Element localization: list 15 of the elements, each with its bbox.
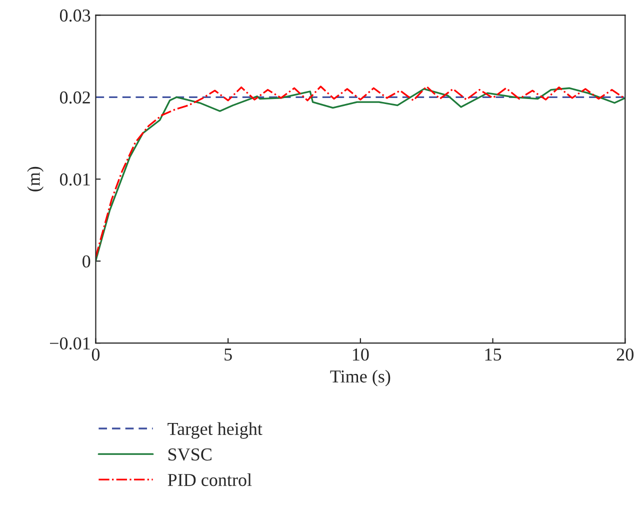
x-tick-label: 15 xyxy=(485,348,502,361)
y-tick-label: 0.01 xyxy=(60,173,90,186)
y-tick-label: 0.02 xyxy=(60,91,90,104)
y-tick-label: −0.01 xyxy=(50,337,90,350)
y-tick-label: 0.03 xyxy=(60,9,90,22)
x-tick-label: 0 xyxy=(92,348,100,361)
x-tick-label: 20 xyxy=(616,348,634,361)
y-tick-label: 0 xyxy=(82,255,90,268)
y-axis-title: (m) xyxy=(27,166,44,192)
x-tick-label: 10 xyxy=(352,348,369,361)
legend-label: Target height xyxy=(168,422,262,439)
x-tick-label: 5 xyxy=(224,348,232,361)
x-axis-title: Time (s) xyxy=(330,370,390,386)
legend-label: PID control xyxy=(168,473,252,486)
legend-label: SVSC xyxy=(168,448,212,461)
